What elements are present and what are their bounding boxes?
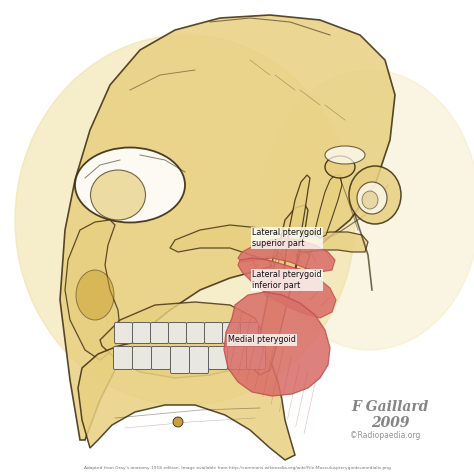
Ellipse shape	[75, 147, 185, 222]
FancyBboxPatch shape	[171, 346, 190, 374]
FancyBboxPatch shape	[133, 322, 151, 344]
Ellipse shape	[277, 246, 283, 254]
Polygon shape	[224, 292, 330, 396]
FancyBboxPatch shape	[151, 322, 168, 344]
FancyBboxPatch shape	[186, 322, 204, 344]
Ellipse shape	[325, 146, 365, 164]
Ellipse shape	[349, 166, 401, 224]
Ellipse shape	[15, 35, 355, 405]
FancyBboxPatch shape	[209, 346, 228, 370]
Text: Medial pterygoid: Medial pterygoid	[228, 336, 296, 345]
Text: Adapted from Gray's anatomy 1918 edition. Image available from http://commons.wi: Adapted from Gray's anatomy 1918 edition…	[83, 466, 391, 470]
Ellipse shape	[357, 182, 387, 214]
Polygon shape	[60, 15, 395, 440]
Text: Lateral pterygoid
superior part: Lateral pterygoid superior part	[252, 228, 321, 253]
Ellipse shape	[362, 191, 378, 209]
FancyBboxPatch shape	[222, 322, 240, 344]
FancyBboxPatch shape	[152, 346, 171, 370]
FancyBboxPatch shape	[240, 322, 258, 344]
FancyBboxPatch shape	[204, 322, 222, 344]
Polygon shape	[238, 258, 336, 318]
FancyBboxPatch shape	[113, 346, 133, 370]
Ellipse shape	[269, 268, 275, 276]
Text: F Gaillard
2009: F Gaillard 2009	[351, 400, 428, 430]
Ellipse shape	[260, 70, 474, 350]
Polygon shape	[290, 232, 368, 252]
Ellipse shape	[325, 156, 355, 178]
FancyBboxPatch shape	[246, 346, 265, 370]
Ellipse shape	[76, 270, 114, 320]
Circle shape	[173, 417, 183, 427]
FancyBboxPatch shape	[168, 322, 186, 344]
Ellipse shape	[273, 256, 279, 264]
Ellipse shape	[265, 281, 271, 289]
Text: Lateral pterygoid
inferior part: Lateral pterygoid inferior part	[252, 270, 321, 290]
FancyBboxPatch shape	[133, 346, 152, 370]
Polygon shape	[265, 240, 290, 302]
Polygon shape	[238, 238, 335, 272]
Polygon shape	[315, 175, 342, 238]
Polygon shape	[78, 337, 295, 460]
FancyBboxPatch shape	[115, 322, 133, 344]
Polygon shape	[252, 205, 308, 375]
FancyBboxPatch shape	[190, 346, 209, 374]
Polygon shape	[170, 225, 310, 270]
Ellipse shape	[91, 170, 146, 220]
Text: ©Radiopaedia.org: ©Radiopaedia.org	[350, 430, 420, 439]
Polygon shape	[284, 175, 310, 278]
Polygon shape	[100, 302, 265, 378]
FancyBboxPatch shape	[228, 346, 246, 370]
Polygon shape	[65, 220, 120, 360]
